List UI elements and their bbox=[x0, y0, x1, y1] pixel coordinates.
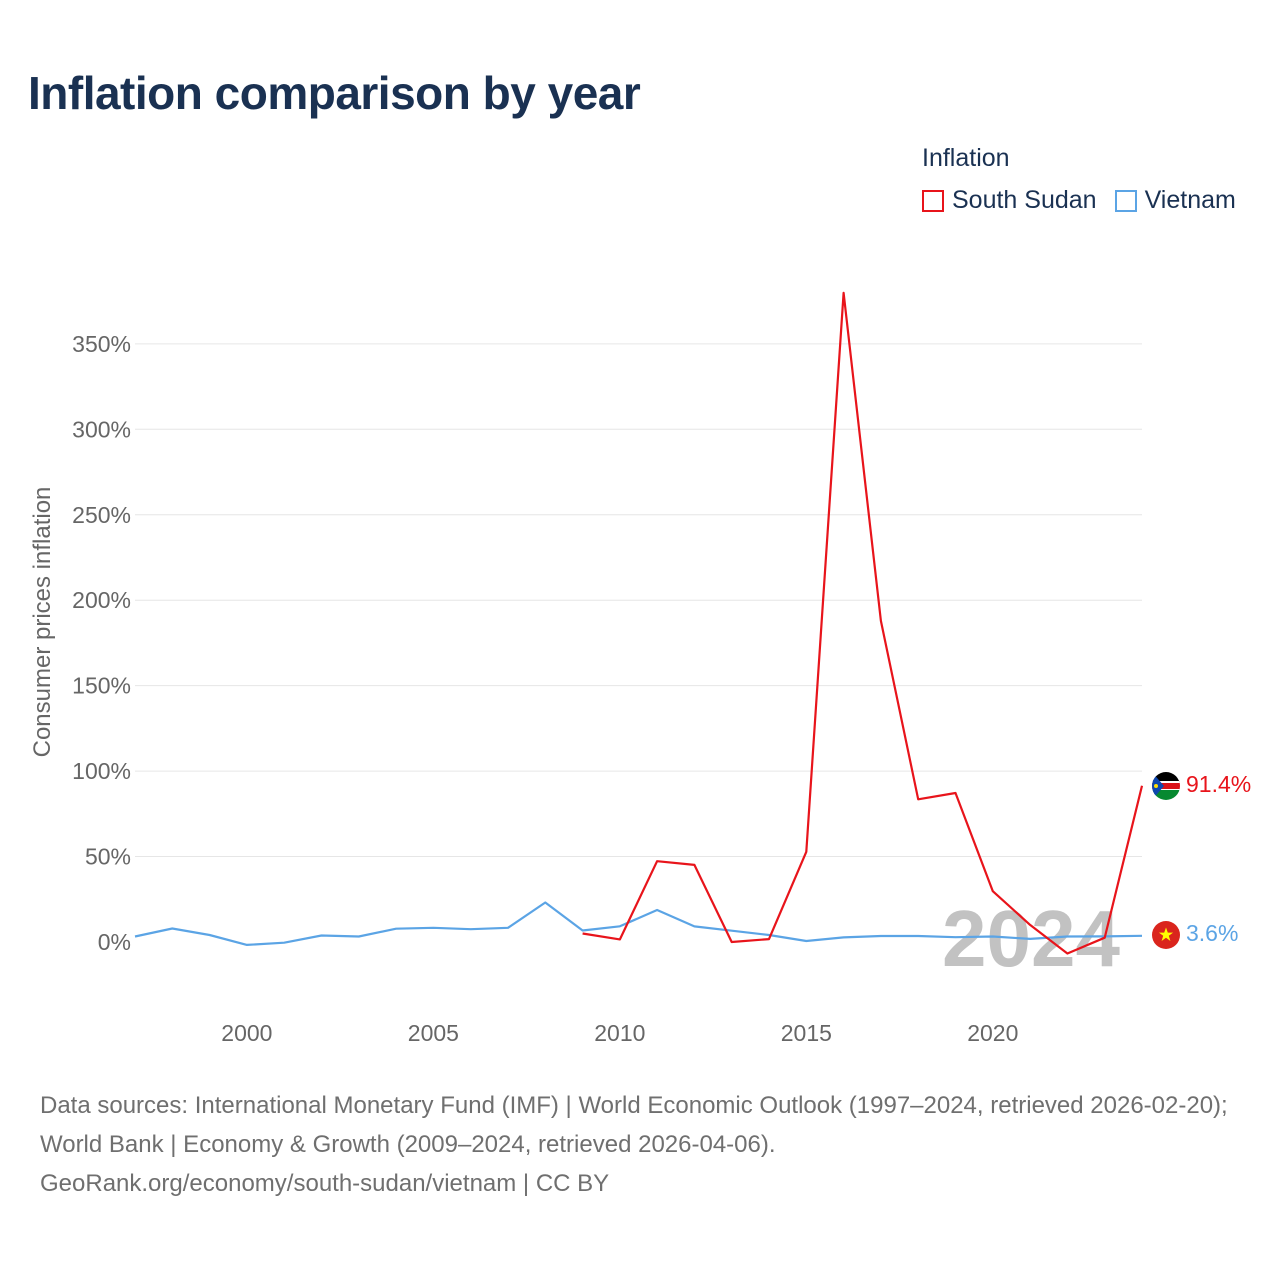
y-tick-label: 300% bbox=[72, 416, 131, 442]
y-axis-ticks: 0% 50% 100% 150% 200% 250% 300% 350% bbox=[72, 331, 131, 955]
y-tick-label: 350% bbox=[72, 331, 131, 357]
legend-title: Inflation bbox=[922, 144, 1010, 172]
legend-label-south-sudan: South Sudan bbox=[952, 186, 1097, 214]
legend-swatch-south-sudan bbox=[922, 189, 944, 212]
y-tick-label: 150% bbox=[72, 673, 131, 699]
x-tick-label: 2010 bbox=[594, 1020, 645, 1046]
footer-sources: Data sources: International Monetary Fun… bbox=[40, 1086, 1250, 1203]
y-tick-label: 100% bbox=[72, 758, 131, 784]
legend-item-south-sudan[interactable]: South Sudan bbox=[922, 186, 1097, 215]
legend: South Sudan Vietnam bbox=[922, 186, 1254, 215]
chart-title: Inflation comparison by year bbox=[28, 67, 641, 119]
x-tick-label: 2015 bbox=[781, 1020, 832, 1046]
x-tick-label: 2005 bbox=[408, 1020, 459, 1046]
series-line-south-sudan[interactable] bbox=[582, 291, 1144, 955]
y-axis-label: Consumer prices inflation bbox=[29, 487, 56, 758]
y-tick-label: 250% bbox=[72, 502, 131, 528]
x-tick-label: 2000 bbox=[221, 1020, 272, 1046]
series-line-vietnam[interactable] bbox=[134, 901, 1143, 947]
legend-swatch-vietnam bbox=[1114, 189, 1137, 212]
y-tick-label: 200% bbox=[72, 587, 131, 613]
grid-lines bbox=[135, 343, 1142, 858]
x-axis-ticks: 2000 2005 2010 2015 2020 bbox=[221, 1020, 1018, 1046]
vietnam-flag-icon bbox=[1152, 921, 1180, 949]
end-label-vietnam: 3.6% bbox=[1186, 920, 1238, 946]
legend-item-vietnam[interactable]: Vietnam bbox=[1114, 186, 1236, 215]
line-chart: 0%50%100%150%200%250%300%350% 2000 2005 20… bbox=[29, 291, 1251, 1046]
legend-label-vietnam: Vietnam bbox=[1144, 186, 1236, 214]
attribution-link[interactable]: GeoRank.org/economy/south-sudan/vietnam … bbox=[40, 1170, 610, 1197]
data-sources-text: Data sources: International Monetary Fun… bbox=[40, 1092, 1228, 1158]
x-tick-label: 2020 bbox=[967, 1020, 1018, 1046]
series-lines bbox=[134, 291, 1144, 955]
y-tick-label: 0% bbox=[98, 929, 131, 955]
south-sudan-flag-icon bbox=[1152, 772, 1180, 800]
end-label-south-sudan: 91.4% bbox=[1186, 771, 1251, 797]
y-tick-label: 50% bbox=[85, 844, 131, 870]
